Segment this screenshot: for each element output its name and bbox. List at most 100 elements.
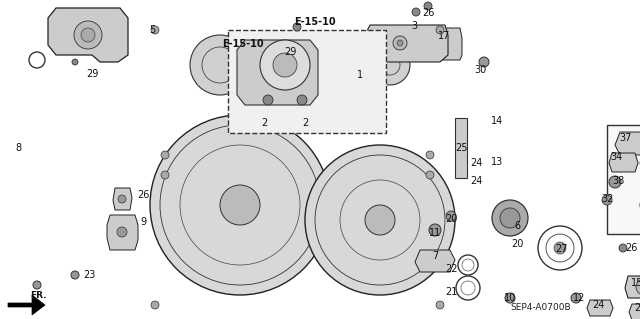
Text: 13: 13 (491, 157, 503, 167)
Text: 7: 7 (432, 251, 438, 261)
Text: E-15-10: E-15-10 (294, 17, 336, 27)
Text: 17: 17 (438, 31, 450, 41)
Text: 23: 23 (83, 270, 95, 280)
Circle shape (260, 40, 310, 90)
Text: 29: 29 (86, 69, 98, 79)
Text: E-15-10: E-15-10 (222, 39, 264, 49)
Text: 32: 32 (602, 194, 614, 204)
Text: 20: 20 (511, 239, 523, 249)
Text: 8: 8 (15, 143, 21, 153)
Text: 14: 14 (491, 116, 503, 126)
Circle shape (72, 59, 78, 65)
Text: 11: 11 (429, 228, 441, 238)
Circle shape (436, 26, 444, 34)
Circle shape (412, 8, 420, 16)
Text: 15: 15 (631, 278, 640, 288)
Polygon shape (629, 304, 640, 319)
Circle shape (602, 195, 612, 205)
Circle shape (81, 28, 95, 42)
Circle shape (571, 293, 581, 303)
Circle shape (263, 95, 273, 105)
Circle shape (117, 227, 127, 237)
Circle shape (393, 36, 407, 50)
Text: 21: 21 (445, 287, 457, 297)
Text: 37: 37 (619, 133, 631, 143)
Circle shape (492, 200, 528, 236)
Text: 22: 22 (445, 264, 457, 274)
Text: 38: 38 (612, 176, 624, 186)
Circle shape (151, 301, 159, 309)
Text: SEP4-A0700B: SEP4-A0700B (510, 303, 571, 313)
Polygon shape (365, 25, 448, 62)
Bar (455, 118, 467, 178)
Text: 24: 24 (470, 158, 482, 168)
Circle shape (609, 176, 621, 188)
Text: 24: 24 (634, 303, 640, 313)
Polygon shape (113, 188, 132, 210)
Circle shape (397, 40, 403, 46)
Circle shape (190, 35, 250, 95)
Text: 30: 30 (474, 65, 486, 75)
Circle shape (370, 45, 410, 85)
Circle shape (636, 279, 640, 295)
Polygon shape (237, 40, 318, 105)
Polygon shape (615, 132, 640, 155)
Text: 34: 34 (610, 152, 622, 162)
Text: 10: 10 (504, 293, 516, 303)
Circle shape (505, 293, 515, 303)
Circle shape (74, 21, 102, 49)
Circle shape (446, 211, 456, 221)
Circle shape (150, 115, 330, 295)
Circle shape (298, 53, 342, 97)
Text: 24: 24 (592, 300, 604, 310)
Circle shape (71, 271, 79, 279)
Bar (607, 125, 640, 234)
Circle shape (118, 195, 126, 203)
Circle shape (33, 281, 41, 289)
Polygon shape (138, 18, 448, 315)
Circle shape (297, 95, 307, 105)
Text: 26: 26 (625, 243, 637, 253)
Polygon shape (436, 28, 462, 60)
Text: 24: 24 (470, 176, 482, 186)
Text: 27: 27 (555, 244, 567, 254)
Polygon shape (609, 153, 638, 172)
Polygon shape (625, 276, 640, 298)
Circle shape (436, 301, 444, 309)
Text: 9: 9 (140, 217, 146, 227)
Text: 6: 6 (514, 221, 520, 231)
Bar (228, 30, 386, 133)
Text: 26: 26 (422, 8, 434, 18)
Text: 5: 5 (149, 25, 155, 35)
Text: 20: 20 (445, 214, 457, 224)
Circle shape (161, 171, 169, 179)
Text: FR.: FR. (30, 292, 47, 300)
Text: 2: 2 (302, 118, 308, 128)
Circle shape (293, 23, 301, 31)
Circle shape (151, 26, 159, 34)
Circle shape (161, 151, 169, 159)
Text: 1: 1 (357, 70, 363, 80)
Polygon shape (107, 215, 138, 250)
Text: 25: 25 (456, 143, 468, 153)
Polygon shape (48, 8, 128, 62)
Circle shape (220, 185, 260, 225)
Circle shape (365, 205, 395, 235)
Polygon shape (8, 295, 45, 315)
Text: 26: 26 (137, 190, 149, 200)
Circle shape (426, 151, 434, 159)
Text: 29: 29 (284, 47, 296, 57)
Polygon shape (415, 250, 455, 272)
Circle shape (273, 53, 297, 77)
Circle shape (479, 57, 489, 67)
Circle shape (500, 208, 520, 228)
Text: 3: 3 (411, 21, 417, 31)
Text: 2: 2 (261, 118, 267, 128)
Circle shape (619, 244, 627, 252)
Text: 12: 12 (573, 293, 585, 303)
Circle shape (424, 2, 432, 10)
Circle shape (429, 224, 441, 236)
Polygon shape (587, 300, 613, 316)
Circle shape (426, 171, 434, 179)
Circle shape (554, 242, 566, 254)
